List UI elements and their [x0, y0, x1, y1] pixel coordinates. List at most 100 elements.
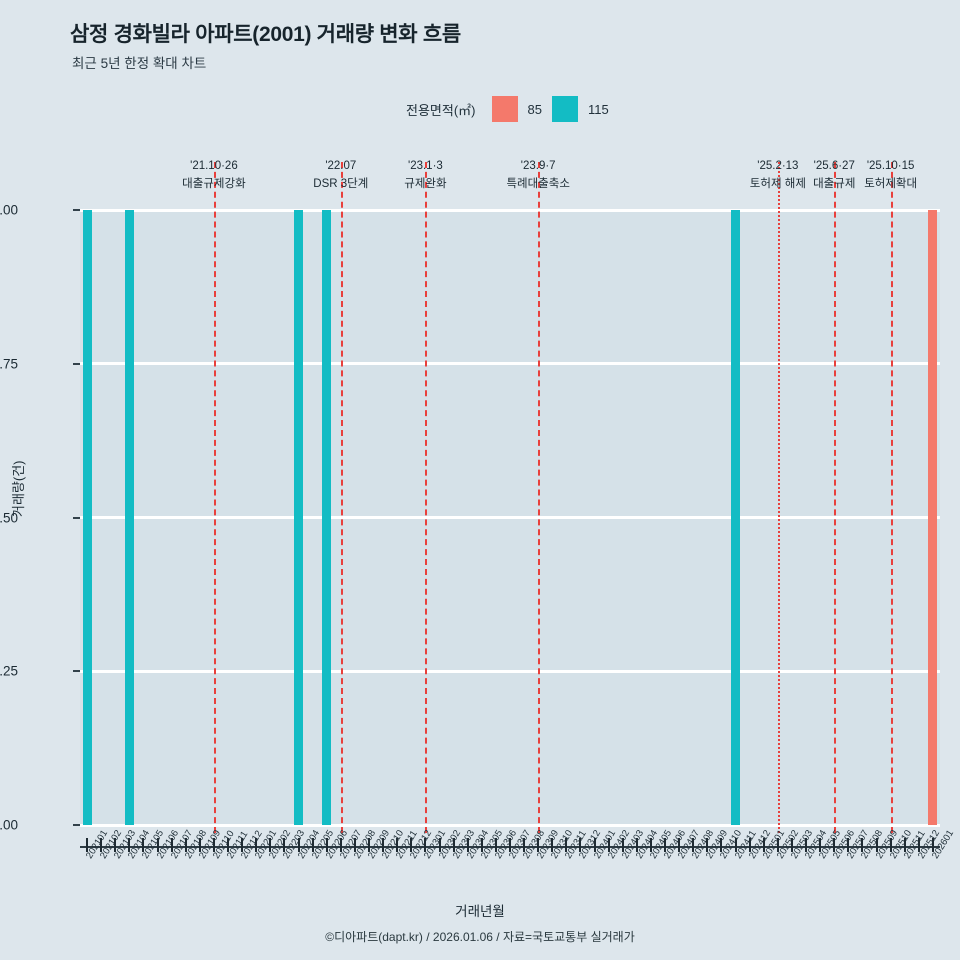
- page-title: 삼정 경화빌라 아파트(2001) 거래량 변화 흐름: [70, 23, 461, 46]
- x-axis-tick-mark: [142, 838, 145, 852]
- x-axis-tick-mark: [805, 838, 808, 852]
- event-annotation-label: 특례대출축소: [506, 177, 570, 190]
- event-annotation-규제완화: '23.1·3 규제완화: [404, 158, 446, 194]
- event-marker-line-DSR 3단계: [340, 162, 343, 833]
- x-axis-tick-mark: [311, 838, 314, 852]
- x-axis-tick-mark: [889, 838, 892, 852]
- x-axis-label: 거래년월: [455, 904, 505, 919]
- event-marker-line-토허제 해제: [777, 162, 780, 833]
- gridline: [80, 362, 940, 366]
- event-annotation-date: '23.9·7: [520, 160, 556, 172]
- x-axis-tick-mark: [241, 838, 244, 852]
- x-axis-tick-mark: [706, 838, 709, 852]
- event-annotation-label: 규제완화: [404, 177, 447, 190]
- x-axis-tick-mark: [819, 838, 822, 852]
- x-axis-tick-mark: [579, 838, 582, 852]
- event-marker-line-특례대출축소: [538, 162, 541, 833]
- x-axis-tick-mark: [833, 838, 836, 852]
- x-axis-tick-mark: [170, 838, 173, 852]
- x-axis-tick-mark: [184, 838, 187, 852]
- legend-swatch-85: [491, 96, 518, 122]
- gridline: [80, 823, 940, 827]
- event-annotation-date: '25.10·15: [866, 160, 915, 172]
- event-annotation-date: '21.10·26: [190, 160, 238, 172]
- x-axis-tick-mark: [466, 838, 469, 852]
- x-axis-tick-mark: [931, 838, 934, 852]
- y-axis-tick-label: 0.75: [0, 356, 18, 372]
- y-axis-label: 거래량(건): [11, 460, 26, 518]
- event-annotation-date: '23.1·3: [407, 160, 443, 172]
- x-axis-tick-mark: [114, 838, 117, 852]
- x-axis-tick-mark: [692, 838, 695, 852]
- y-axis-tick-mark: [73, 362, 80, 365]
- y-axis-tick-mark: [73, 516, 80, 519]
- x-axis-tick-mark: [283, 838, 286, 852]
- event-annotation-label: 토허제확대: [864, 177, 918, 190]
- x-axis-tick-mark: [748, 838, 751, 852]
- x-axis-tick-mark: [593, 838, 596, 852]
- x-axis-tick-mark: [339, 838, 342, 852]
- x-axis-tick-mark: [917, 838, 920, 852]
- y-axis-tick-label: 0.25: [0, 663, 18, 679]
- legend-item-85[interactable]: 85: [491, 96, 542, 122]
- x-axis-tick-mark: [100, 838, 103, 852]
- event-annotation-label: DSR 3단계: [313, 177, 369, 190]
- bar-115-202104[interactable]: [124, 210, 134, 825]
- chart-legend: 전용면적(㎡) 85 115: [406, 96, 609, 122]
- y-axis-tick-label: 1.00: [0, 202, 18, 218]
- x-axis-tick-mark: [734, 838, 737, 852]
- bar-115-202206[interactable]: [322, 210, 332, 825]
- gridline: [80, 516, 940, 519]
- x-axis-tick-mark: [297, 838, 300, 852]
- x-axis-tick-mark: [635, 838, 638, 852]
- x-axis-tick-mark: [480, 838, 483, 852]
- event-annotation-date: '25.2·13: [757, 160, 799, 172]
- x-axis-tick-mark: [382, 838, 385, 852]
- x-axis-tick-mark: [621, 838, 624, 852]
- x-axis-tick-mark: [903, 838, 906, 852]
- x-axis-tick-mark: [551, 838, 554, 852]
- x-axis-tick-mark: [325, 838, 328, 852]
- x-axis-tick-mark: [86, 838, 89, 852]
- legend-title: 전용면적(㎡): [406, 102, 476, 118]
- event-marker-line-규제완화: [425, 162, 428, 833]
- x-axis-tick-mark: [368, 838, 371, 852]
- legend-label-85: 85: [527, 101, 542, 117]
- page-subtitle: 최근 5년 한정 확대 차트: [72, 56, 207, 71]
- x-axis-tick-mark: [227, 838, 230, 852]
- event-annotation-label: 대출규제: [813, 177, 856, 190]
- event-annotation-특례대출축소: '23.9·7 특례대출축소: [506, 158, 569, 194]
- x-axis-tick-mark: [255, 838, 258, 852]
- x-axis-tick-mark: [523, 838, 526, 852]
- x-axis-tick-mark: [396, 838, 399, 852]
- y-axis-tick-label: 0.50: [0, 510, 18, 525]
- bar-115-202204[interactable]: [294, 210, 304, 825]
- legend-label-115: 115: [587, 101, 609, 117]
- gridline: [80, 208, 940, 212]
- x-axis-tick-mark: [537, 838, 540, 852]
- bar-115-202411[interactable]: [731, 210, 741, 825]
- bar-85-202601[interactable]: [928, 210, 938, 825]
- plot-area: [80, 162, 940, 833]
- x-axis-tick-mark: [438, 838, 441, 852]
- event-annotation-date: '22.07: [325, 160, 357, 172]
- x-axis-tick-mark: [494, 838, 497, 852]
- bar-115-202101[interactable]: [82, 210, 92, 825]
- event-marker-line-대출규제: [834, 162, 837, 833]
- x-axis-tick-mark: [649, 838, 652, 852]
- event-annotation-DSR 3단계: '22.07 DSR 3단계: [313, 158, 368, 194]
- x-axis-tick-mark: [607, 838, 610, 852]
- legend-item-115[interactable]: 115: [551, 96, 609, 122]
- x-axis-tick-mark: [565, 838, 568, 852]
- y-axis-tick-label: 0.00: [0, 817, 18, 833]
- x-axis-tick-mark: [720, 838, 723, 852]
- legend-swatch-115: [551, 96, 578, 122]
- event-annotation-label: 토허제 해제: [749, 177, 806, 190]
- x-axis-tick-mark: [678, 838, 681, 852]
- footer-credit: ©디아파트(dapt.kr) / 2026.01.06 / 자료=국토교통부 실…: [325, 930, 635, 944]
- event-annotation-대출규제강화: '21.10·26 대출규제강화: [182, 158, 245, 194]
- y-axis-tick-mark: [73, 209, 80, 211]
- x-axis-tick-mark: [424, 838, 427, 852]
- x-axis-tick-mark: [128, 838, 131, 852]
